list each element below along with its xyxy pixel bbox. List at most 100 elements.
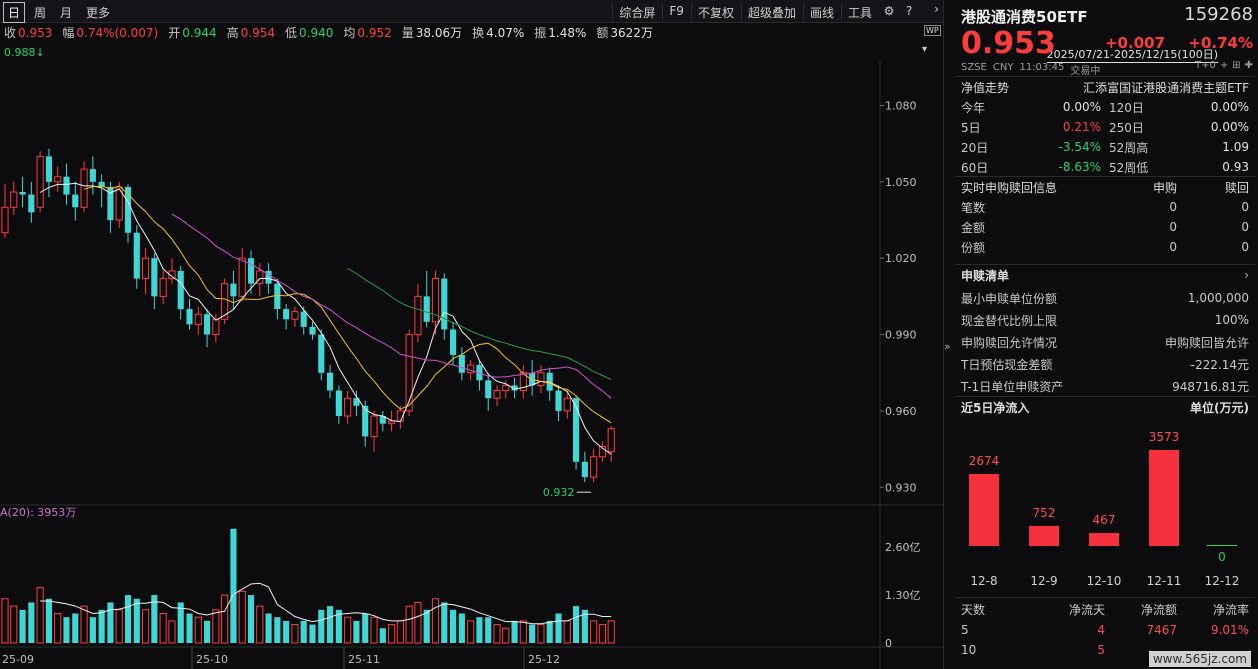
- no-adjust-button[interactable]: 不复权: [690, 2, 741, 23]
- volume-ma-label: A(20): 3953万: [0, 506, 76, 519]
- volume-tick-label: 0: [885, 637, 892, 650]
- candle: [230, 270, 237, 310]
- close-icon[interactable]: ›: [934, 2, 939, 16]
- volume-bar: [177, 602, 184, 643]
- tab-day[interactable]: 日: [3, 2, 26, 23]
- ma60-line: [347, 268, 612, 380]
- volume-bar: [98, 609, 105, 643]
- super-overlay-button[interactable]: 超级叠加: [740, 2, 803, 23]
- perf-value: 0.93: [1222, 160, 1249, 174]
- candle: [89, 156, 96, 195]
- f9-button[interactable]: F9: [662, 2, 691, 23]
- volume-bar: [563, 620, 571, 644]
- ma5-line: [39, 182, 612, 455]
- draw-line-button[interactable]: 画线: [802, 2, 841, 23]
- volume-bar: [115, 609, 123, 644]
- candle: [300, 306, 307, 335]
- flow-value-label: 2674: [968, 454, 1000, 469]
- price-tick-label: 0.990: [885, 329, 917, 342]
- stats-header: 净流率: [1212, 602, 1249, 617]
- list-arrow-icon[interactable]: ›: [1244, 268, 1249, 282]
- tools-button[interactable]: 工具: [840, 2, 879, 23]
- grid-icon[interactable]: ⊞: [1232, 60, 1241, 71]
- net-inflow-chart: 2674 12-8 752 12-9 467 12-10 3573 12-11 0 12-12: [955, 420, 1255, 600]
- volume-bar: [72, 613, 79, 643]
- nav-title[interactable]: 净值走势: [961, 80, 1010, 95]
- range-dropdown-icon[interactable]: ▾: [922, 44, 928, 55]
- candle: [563, 390, 571, 419]
- panel-divider: [943, 0, 944, 669]
- candle: [45, 148, 53, 198]
- perf-label: 5日: [961, 120, 981, 135]
- security-code: 159268: [1184, 4, 1253, 25]
- perf-value: 0.00%: [1210, 100, 1249, 114]
- close-value: 0.953: [18, 26, 53, 40]
- overview-screen-button[interactable]: 综合屏: [612, 2, 662, 23]
- security-name: 港股通消费50ETF: [961, 8, 1088, 26]
- volume-bar: [247, 595, 255, 643]
- last-price: 0.953: [961, 26, 1056, 61]
- price-change: +0.007: [1104, 34, 1165, 52]
- volume-bar: [353, 620, 360, 643]
- candle: [133, 225, 140, 289]
- flow-value-label: 3573: [1148, 430, 1180, 444]
- volume-bar: [36, 587, 44, 644]
- volume-bar: [124, 595, 132, 643]
- list-label: 现金替代比例上限: [961, 313, 1058, 328]
- volume-bar: [10, 605, 18, 644]
- perf-row: 60日 -8.63% 52周低 0.93: [955, 157, 1255, 177]
- volume-bar: [45, 598, 53, 643]
- plus-icon[interactable]: +: [1219, 60, 1229, 71]
- rt-row: 笔数 0 0: [955, 197, 1255, 217]
- volume-bar: [291, 624, 299, 644]
- rt-row: 金额 0 0: [955, 217, 1255, 237]
- turnover-value: 4.07%: [486, 26, 525, 40]
- gear-icon[interactable]: ⚙: [883, 4, 895, 18]
- help-icon[interactable]: ?: [905, 4, 913, 18]
- tab-more[interactable]: 更多: [86, 6, 111, 20]
- volume-bar: [256, 605, 264, 644]
- stats-cell: 9.01%: [1210, 623, 1249, 637]
- volume-bar: [28, 602, 35, 643]
- volume-bar: [396, 620, 404, 644]
- ma20-line: [171, 213, 612, 399]
- rt-buy-value: 0: [1169, 200, 1177, 214]
- wp-badge[interactable]: WP: [924, 25, 941, 36]
- pin-icon[interactable]: ✚: [1244, 60, 1253, 71]
- stats-section: 天数 净流天 净流额 净流率 5 4 7467 9.01% 10 5: [955, 597, 1255, 660]
- stats-header: 天数: [961, 602, 986, 617]
- tab-week[interactable]: 周: [34, 6, 47, 20]
- price-change-pct: +0.74%: [1188, 34, 1253, 52]
- perf-value: 0.00%: [1210, 120, 1249, 134]
- candle: [203, 309, 211, 348]
- volume-bar: [529, 624, 536, 643]
- date-range-selector[interactable]: 2025/07/21-2025/12/15(100日): [1046, 48, 1218, 63]
- flow-title: 近5日净流入: [961, 400, 1030, 415]
- volume-bar: [283, 620, 290, 643]
- flow-category-label: 12-9: [1030, 574, 1058, 588]
- perf-row: 5日 0.21% 250日 0.00%: [955, 117, 1255, 137]
- volume-bar: [555, 613, 562, 643]
- rt-label: 笔数: [961, 200, 986, 215]
- tab-month[interactable]: 月: [60, 6, 73, 20]
- kline-chart[interactable]: 1.080 1.050 1.020 0.990 0.960 0.930 2.60亿 1.30亿…: [0, 60, 943, 669]
- flow-bar: [1207, 545, 1237, 546]
- volume-bar: [379, 628, 386, 643]
- flow-category-label: 12-8: [970, 574, 998, 588]
- nav-section: 净值走势 汇添富国证港股通消费主题ETF 今年 0.00% 120日 0.00% 5日 0…: [955, 76, 1255, 177]
- candle: [485, 372, 492, 411]
- collapse-panel-icon[interactable]: »: [944, 340, 951, 353]
- candle: [607, 426, 615, 462]
- volume-bar: [221, 594, 229, 644]
- volume-bar: [159, 613, 167, 644]
- settle-meta: T+0 + ⊞ ✚: [1194, 60, 1253, 71]
- volume-bar: [598, 624, 607, 644]
- candle: [326, 365, 334, 399]
- volume-bar: [449, 609, 457, 643]
- rt-sell-value: 0: [1241, 200, 1249, 214]
- price-tick-label: 0.960: [885, 405, 917, 418]
- volume-bar: [493, 624, 501, 644]
- list-label: 最小申赎单位份额: [961, 291, 1058, 306]
- volume-bar: [89, 617, 96, 643]
- volume-bar: [546, 620, 553, 643]
